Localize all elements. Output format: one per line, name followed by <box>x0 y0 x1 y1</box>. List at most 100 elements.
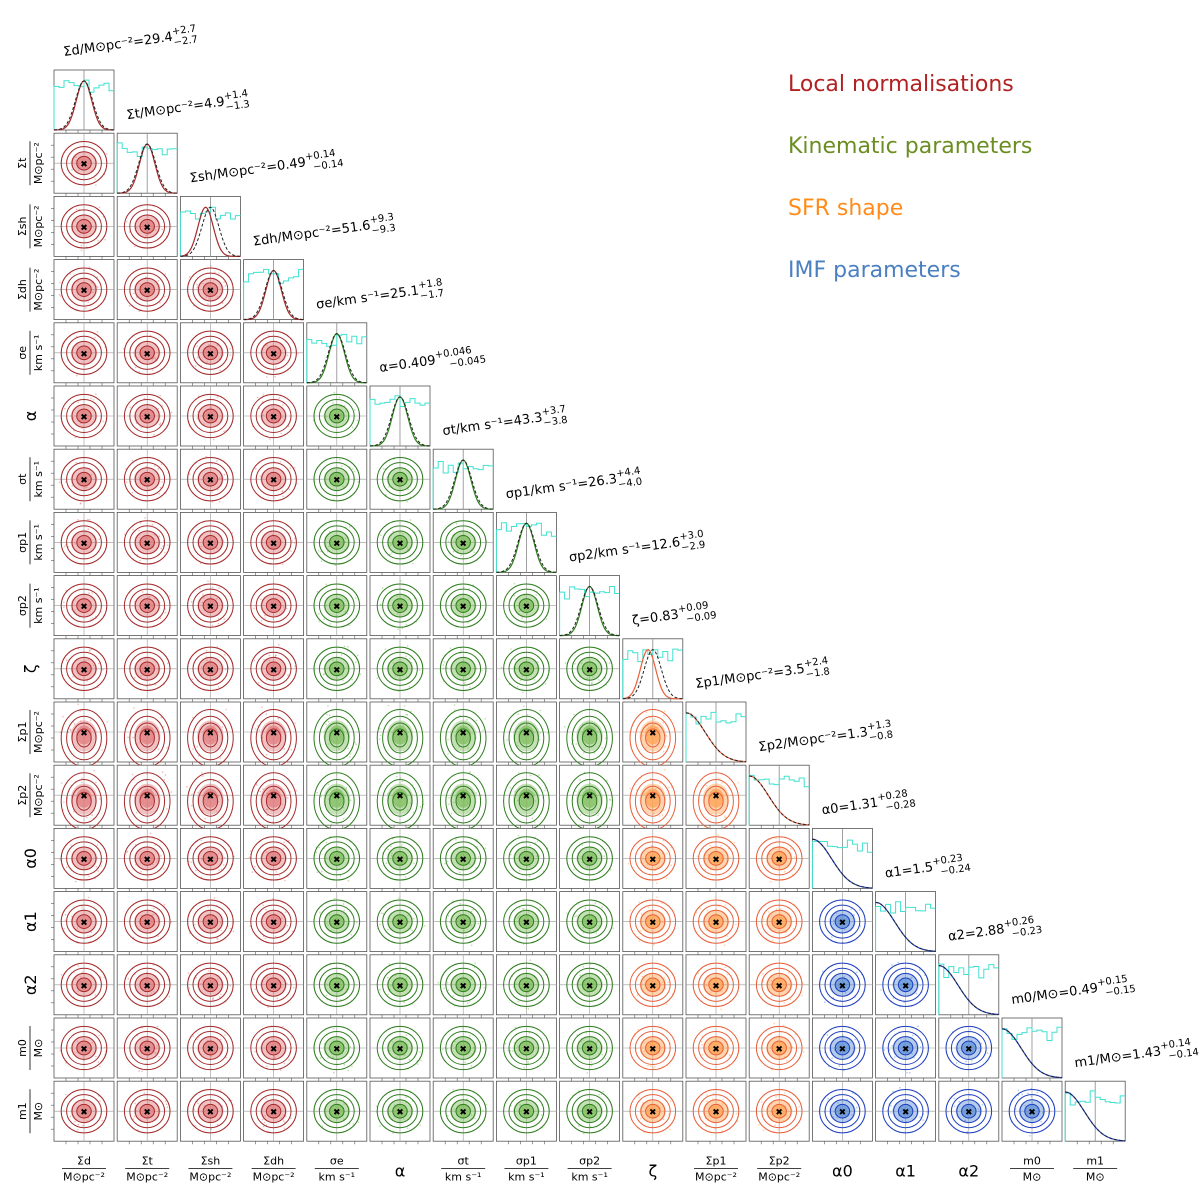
best-fit-marker: ✖ <box>270 476 278 486</box>
hist-panel-Sigma_sh <box>179 195 241 260</box>
scatter-panel-zeta-m_0: ✖ <box>622 1017 684 1081</box>
scatter-panel-Sigma_sh-zeta: ✖ <box>179 638 241 702</box>
scatter-panel-Sigma_dh-sigma_e: ✖ <box>243 322 305 386</box>
x-axis-label-m_0: m0M⊙ <box>1010 1154 1054 1183</box>
scatter-panel-alpha-sigma_p1: ✖ <box>369 512 431 576</box>
scatter-panel-Sigma_sh-alpha_0: ✖ <box>179 828 241 892</box>
best-fit-marker: ✖ <box>207 855 215 865</box>
scatter-panel-Sigma_dh-Sigma_p2: ✖ <box>243 764 305 831</box>
x-axis-label-Sigma_d: ΣdM⊙pc⁻² <box>62 1154 106 1183</box>
scatter-panel-Sigma_t-Sigma_dh: ✖ <box>116 259 178 323</box>
best-fit-marker: ✖ <box>80 666 88 676</box>
prior-curve <box>53 80 115 131</box>
best-fit-marker: ✖ <box>207 350 215 360</box>
best-fit-marker: ✖ <box>523 1108 531 1118</box>
scatter-panel-alpha-alpha_2: ✖ <box>369 954 431 1018</box>
scatter-panel-Sigma_sh-sigma_p2: ✖ <box>179 575 241 639</box>
scatter-panel-Sigma_t-alpha: ✖ <box>116 385 178 449</box>
x-axis-label-m_1: m1M⊙ <box>1073 1154 1118 1183</box>
scatter-panel-Sigma_d-alpha: ✖ <box>51 385 115 449</box>
best-fit-marker: ✖ <box>80 603 88 613</box>
scatter-panel-sigma_p2-alpha_1: ✖ <box>559 891 620 955</box>
best-fit-marker: ✖ <box>270 792 278 802</box>
best-fit-marker: ✖ <box>80 919 88 929</box>
prior-curve <box>875 901 936 952</box>
x-axis-label-Sigma_t: ΣtM⊙pc⁻² <box>125 1154 170 1183</box>
best-fit-marker: ✖ <box>143 1108 151 1118</box>
scatter-panel-Sigma_d-m_1: ✖ <box>51 1080 115 1145</box>
best-fit-marker: ✖ <box>143 666 151 676</box>
scatter-panel-Sigma_sh-alpha: ✖ <box>179 385 241 449</box>
best-fit-marker: ✖ <box>839 1108 847 1118</box>
best-fit-marker: ✖ <box>396 919 404 929</box>
scatter-panel-Sigma_p2-alpha_0: ✖ <box>748 828 810 892</box>
best-fit-marker: ✖ <box>143 982 151 992</box>
hist-panel-Sigma_d <box>53 69 115 133</box>
best-fit-marker: ✖ <box>459 666 467 676</box>
best-fit-marker: ✖ <box>80 350 88 360</box>
scatter-panel-alpha-Sigma_p2: ✖ <box>369 764 431 831</box>
best-fit-marker: ✖ <box>333 413 341 423</box>
y-axis-label-sigma_e: σe km s⁻¹ <box>16 330 45 375</box>
scatter-panel-sigma_p1-Sigma_p2: ✖ <box>495 764 557 831</box>
best-fit-marker: ✖ <box>270 1045 278 1055</box>
best-fit-marker: ✖ <box>333 666 341 676</box>
scatter-panel-sigma_p1-Sigma_p1: ✖ <box>495 701 557 767</box>
prior-histogram <box>748 774 810 826</box>
best-fit-marker: ✖ <box>839 919 847 929</box>
scatter-panel-Sigma_d-sigma_t: ✖ <box>51 448 115 513</box>
prior-histogram <box>559 585 620 636</box>
best-fit-marker: ✖ <box>586 729 594 739</box>
best-fit-marker: ✖ <box>396 666 404 676</box>
scatter-panel-Sigma_t-sigma_t: ✖ <box>116 448 178 513</box>
scatter-panel-sigma_t-m_1: ✖ <box>432 1080 494 1145</box>
best-fit-marker: ✖ <box>143 476 151 486</box>
prior-curve <box>622 649 683 700</box>
y-axis-label-sigma_p1: σp1 km s⁻¹ <box>16 520 45 565</box>
best-fit-marker: ✖ <box>207 1108 215 1118</box>
legend-item-imf: IMF parameters <box>788 258 961 283</box>
best-fit-marker: ✖ <box>712 919 720 929</box>
hist-panel-alpha_0 <box>811 828 873 892</box>
best-fit-marker: ✖ <box>459 792 467 802</box>
best-fit-marker: ✖ <box>459 855 467 865</box>
scatter-panel-Sigma_sh-Sigma_p2: ✖ <box>179 764 241 831</box>
scatter-panel-alpha_2-m_0: ✖ <box>938 1017 1000 1081</box>
scatter-panel-zeta-Sigma_p2: ✖ <box>622 764 684 831</box>
prior-curve <box>306 333 367 384</box>
scatter-panel-Sigma_sh-sigma_t: ✖ <box>179 448 241 513</box>
result-label-alpha: α=0.409+0.046−0.045 <box>378 345 486 376</box>
prior-curve <box>496 522 557 573</box>
best-fit-marker: ✖ <box>649 1108 657 1118</box>
best-fit-marker: ✖ <box>396 855 404 865</box>
legend-item-local: Local normalisations <box>788 72 1014 97</box>
best-fit-marker: ✖ <box>396 792 404 802</box>
scatter-panel-zeta-Sigma_p1: ✖ <box>622 701 684 767</box>
scatter-panel-Sigma_t-Sigma_p2: ✖ <box>116 764 178 831</box>
scatter-panel-sigma_e-alpha_2: ✖ <box>306 954 368 1018</box>
best-fit-marker: ✖ <box>396 539 404 549</box>
scatter-panel-Sigma_d-m_0: ✖ <box>51 1017 115 1081</box>
best-fit-marker: ✖ <box>270 603 278 613</box>
scatter-panel-sigma_p2-zeta: ✖ <box>559 638 620 702</box>
prior-histogram <box>811 839 873 889</box>
prior-histogram <box>243 268 304 320</box>
y-axis-label-sigma_p2: σp2 km s⁻¹ <box>16 583 45 628</box>
scatter-panel-Sigma_d-alpha_2: ✖ <box>51 954 115 1018</box>
best-fit-marker: ✖ <box>586 666 594 676</box>
best-fit-marker: ✖ <box>712 1045 720 1055</box>
best-fit-marker: ✖ <box>459 1045 467 1055</box>
scatter-panel-m_0-m_1: ✖ <box>1001 1080 1063 1145</box>
hist-panel-zeta <box>622 638 684 702</box>
best-fit-marker: ✖ <box>270 350 278 360</box>
result-label-Sigma_sh: Σsh/M⊙pc⁻²=0.49+0.14−0.14 <box>189 148 344 186</box>
scatter-panel-Sigma_d-alpha_1: ✖ <box>51 891 115 955</box>
best-fit-marker: ✖ <box>270 1108 278 1118</box>
scatter-panel-Sigma_d-sigma_e: ✖ <box>51 322 115 386</box>
hist-panel-sigma_t <box>432 448 494 513</box>
y-axis-label-sigma_t: σt km s⁻¹ <box>16 457 45 502</box>
scatter-panel-Sigma_sh-sigma_e: ✖ <box>179 322 241 386</box>
result-label-m_0: m0/M⊙=0.49+0.15−0.15 <box>1010 974 1136 1008</box>
